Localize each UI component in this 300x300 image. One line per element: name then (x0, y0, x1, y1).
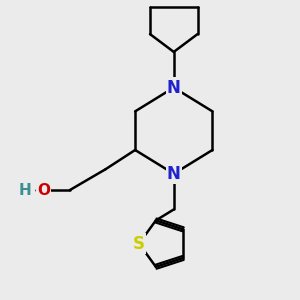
Text: N: N (167, 165, 181, 183)
Text: N: N (167, 79, 181, 97)
Text: S: S (133, 235, 145, 253)
Text: O: O (37, 183, 50, 198)
Text: H: H (18, 183, 31, 198)
